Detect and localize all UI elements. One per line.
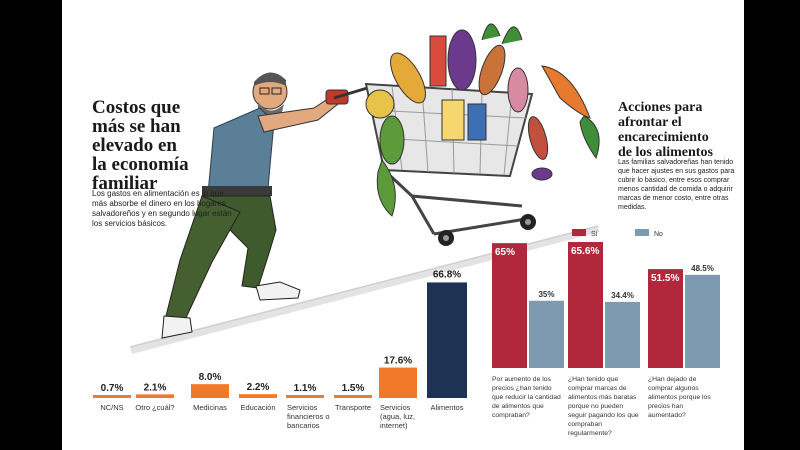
value-label-si: 65% [495,247,515,258]
expense-category-label: NC/NS [100,403,123,412]
bar-no [529,300,564,368]
question-label: Por aumento de los [492,376,552,383]
left-title-line: más se han [92,116,181,137]
expense-bar [427,282,467,398]
value-label-si: 51.5% [651,273,679,284]
question-label: de alimentos que [492,403,544,410]
expense-value-label: 2.2% [247,382,270,393]
question-label: alimentos más baratas [568,394,637,401]
expense-bar [379,367,417,398]
expense-bar [93,395,131,398]
bar-si [568,242,603,368]
illustration [129,23,600,354]
question-label: ¿Han tenido que [568,376,618,383]
expense-category-label: Alimentos [431,403,464,412]
expense-category-label: (agua, luz, [380,412,415,421]
expense-value-label: 17.6% [384,356,412,367]
right-title-line: Acciones para [618,100,703,115]
question-label: regularmente? [568,430,612,437]
left-title-line: la economía [92,154,189,175]
expense-value-label: 1.1% [294,383,317,394]
expense-category-label: internet) [380,421,408,430]
expense-value-label: 1.5% [342,383,365,394]
legend-swatch-no [635,229,649,236]
value-label-si: 65.6% [571,246,599,257]
question-label: compraban? [492,412,530,419]
question-label: aumentado? [648,412,686,419]
right-title-line: de los alimentos [618,145,713,160]
expense-bar [334,395,372,398]
value-label-no: 35% [538,290,554,299]
value-label-no: 34.4% [611,291,634,300]
legend-label: No [654,231,663,238]
right-title: Acciones para afrontar el encarecimiento… [618,100,742,160]
actions-chart: Sí No 65% 35% Por aumento de los precios ¿han… [492,229,720,437]
expense-category-label: financieros o [287,412,330,421]
right-description: Las familias salvadoreñas han tenido que… [618,159,735,211]
expense-bar [239,394,277,398]
bar-no [685,274,720,368]
slope-ribbon [130,226,600,354]
left-description: Los gastos en alimentación es lo que más… [92,189,232,228]
expense-category-label: Servicios [287,403,318,412]
left-title: Costos que más se han elevado en la econ… [92,98,262,193]
expense-bar [136,394,174,398]
question-label: alimentos porque los [648,394,711,401]
expense-category-label: Medicinas [193,403,227,412]
left-title-line: familiar [92,173,158,194]
right-title-line: encarecimiento [618,130,709,145]
expense-bar [191,384,229,398]
expense-category-label: Educación [240,403,275,412]
question-label: seguir pagando los que [568,412,639,419]
expense-value-label: 8.0% [199,372,222,383]
expense-category-label: Transporte [335,403,371,412]
man-figure [161,72,349,339]
grocery-cart [333,23,600,246]
expense-bar [286,395,324,398]
legend-label: Sí [591,231,598,238]
question-label: precios ¿han tenido [492,385,552,392]
value-label-no: 48.5% [691,264,714,273]
question-label: compraban [568,421,602,428]
bar-no [605,301,640,368]
expenses-chart: 0.7% NC/NS 2.1% Otro ¿cuál? 8.0% Medicinas 2.2… [93,269,467,430]
expense-category-label: bancarios [287,421,320,430]
expense-category-label: Otro ¿cuál? [135,403,174,412]
expense-value-label: 2.1% [144,382,167,393]
left-title-line: elevado en [92,135,177,156]
question-label: comprar algunos [648,385,699,392]
bar-si [648,269,683,368]
question-label: ¿Han dejado de [648,376,697,383]
right-title-line: afrontar el [618,115,682,130]
expense-category-label: Servicios [380,403,411,412]
expense-value-label: 66.8% [433,269,461,280]
left-title-line: Costos que [92,97,181,118]
question-label: porque no pueden [568,403,623,410]
infographic: Costos que más se han elevado en la econ… [62,0,744,450]
bar-si [492,243,527,368]
question-label: precios han [648,403,683,410]
question-label: comprar marcas de [568,385,627,392]
expense-value-label: 0.7% [101,383,124,394]
legend-swatch-si [572,229,586,236]
question-label: que reducir la cantidad [492,394,561,401]
